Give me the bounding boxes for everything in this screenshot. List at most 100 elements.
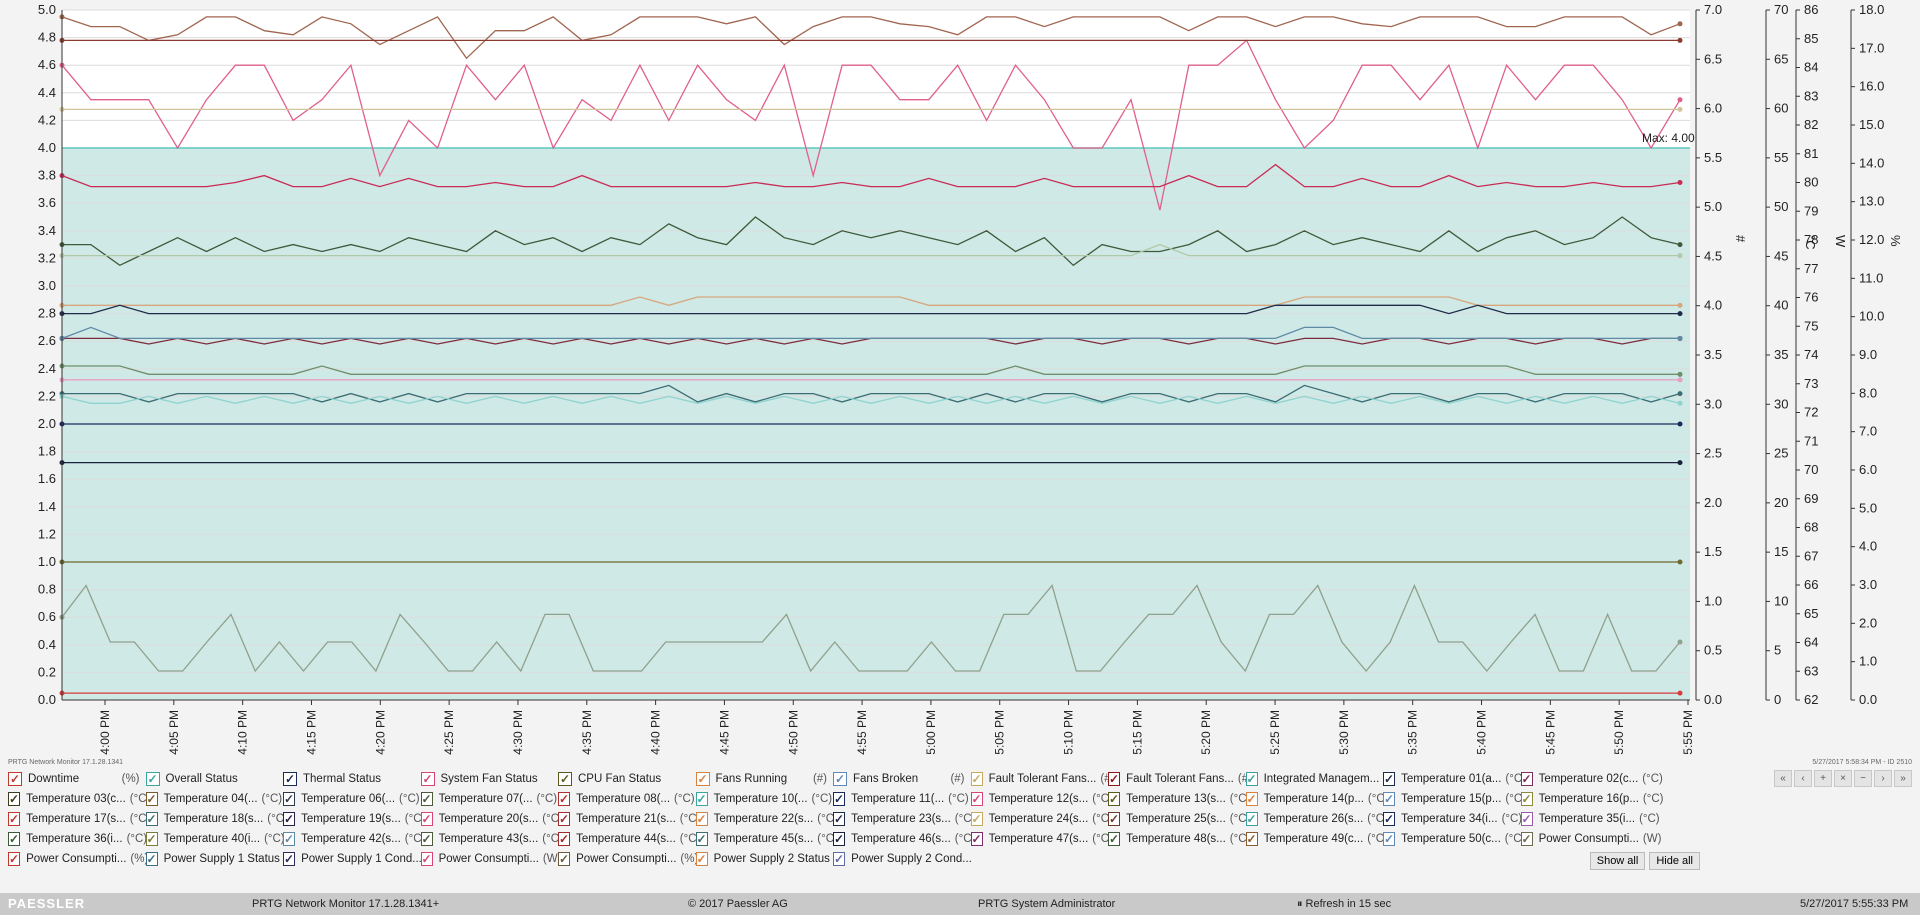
legend-item[interactable]: ✓ Temperature 24(s... (°C) [970,810,1113,828]
legend-checkbox[interactable]: ✓ [1245,772,1258,786]
legend-item[interactable]: ✓ Power Supply 1 Status [145,850,280,868]
legend-checkbox[interactable]: ✓ [8,792,21,806]
legend-checkbox[interactable]: ✓ [833,852,846,866]
legend-item[interactable]: ✓ Thermal Status [283,770,415,788]
zoom-button[interactable]: › [1874,770,1892,787]
zoom-button[interactable]: « [1774,770,1792,787]
legend-checkbox[interactable]: ✓ [695,772,710,786]
legend-checkbox[interactable]: ✓ [8,812,21,826]
legend-checkbox[interactable]: ✓ [283,812,296,826]
legend-checkbox[interactable]: ✓ [695,812,708,826]
legend-item[interactable]: ✓ Temperature 21(s... (°C) [558,810,700,828]
legend-item[interactable]: ✓ CPU Fan Status [558,770,690,788]
legend-checkbox[interactable]: ✓ [1383,832,1396,846]
legend-checkbox[interactable]: ✓ [420,772,435,786]
legend-checkbox[interactable]: ✓ [970,772,983,786]
zoom-button[interactable]: » [1894,770,1912,787]
legend-item[interactable]: ✓ Power Consumpti... (W) [1520,830,1661,848]
legend-checkbox[interactable]: ✓ [1520,772,1533,786]
legend-item[interactable]: ✓ Temperature 01(a... (°C) [1383,770,1526,788]
legend-checkbox[interactable]: ✓ [283,772,297,786]
legend-item[interactable]: ✓ Temperature 03(c... (°C) [8,790,150,808]
legend-item[interactable]: ✓ Power Consumpti... (W) [420,850,561,868]
legend-item[interactable]: ✓ Temperature 20(s... (°C) [420,810,563,828]
legend-checkbox[interactable]: ✓ [1108,792,1121,806]
legend-item[interactable]: ✓ Temperature 23(s... (°C) [833,810,975,828]
legend-item[interactable]: ✓ Temperature 14(p... (°C) [1245,790,1389,808]
legend-item[interactable]: ✓ Temperature 45(s... (°C) [695,830,838,848]
legend-item[interactable]: ✓ Temperature 25(s... (°C) [1108,810,1250,828]
legend-checkbox[interactable]: ✓ [283,792,296,806]
legend-checkbox[interactable]: ✓ [8,852,21,866]
legend-item[interactable]: ✓ Temperature 13(s... (°C) [1108,790,1250,808]
legend-item[interactable]: ✓ Temperature 12(s... (°C) [970,790,1113,808]
legend-checkbox[interactable]: ✓ [695,792,708,806]
legend-checkbox[interactable]: ✓ [420,832,433,846]
legend-checkbox[interactable]: ✓ [1383,812,1396,826]
legend-item[interactable]: ✓ Temperature 49(c... (°C) [1245,830,1388,848]
legend-item[interactable]: ✓ Temperature 50(c... (°C) [1383,830,1525,848]
legend-checkbox[interactable]: ✓ [1520,832,1533,846]
legend-item[interactable]: ✓ Fans Running (#) [695,770,827,788]
legend-checkbox[interactable]: ✓ [420,812,433,826]
legend-item[interactable]: ✓Fault Tolerant Fans...(#) [970,770,1114,788]
legend-checkbox[interactable]: ✓ [8,832,21,846]
legend-item[interactable]: ✓ Downtime (%) [8,770,140,788]
legend-checkbox[interactable]: ✓ [420,852,433,866]
legend-checkbox[interactable]: ✓ [1245,832,1258,846]
legend-checkbox[interactable]: ✓ [558,792,571,806]
legend-item[interactable]: ✓ Power Consumpti... (%) [558,850,698,868]
legend-checkbox[interactable]: ✓ [558,852,571,866]
legend-item[interactable]: ✓ Overall Status [145,770,278,788]
zoom-button[interactable]: + [1814,770,1832,787]
legend-item[interactable]: ✓ Temperature 17(s... (°C) [8,810,150,828]
legend-item[interactable]: ✓ Temperature 19(s... (°C) [283,810,425,828]
legend-item[interactable]: ✓ Temperature 26(s... (°C) [1245,810,1388,828]
legend-item[interactable]: ✓ Power Supply 1 Cond... [283,850,422,868]
legend-checkbox[interactable]: ✓ [695,832,708,846]
legend-item[interactable]: ✓ Integrated Managem... [1245,770,1379,788]
legend-checkbox[interactable]: ✓ [970,832,983,846]
legend-item[interactable]: ✓ Temperature 02(c... (°C) [1520,770,1663,788]
legend-item[interactable]: ✓ Temperature 15(p... (°C) [1383,790,1526,808]
legend-item[interactable]: ✓ Temperature 08(... (°C) [558,790,695,808]
legend-checkbox[interactable]: ✓ [1108,832,1121,846]
legend-item[interactable]: ✓Fault Tolerant Fans...(#) [1108,770,1252,788]
zoom-button[interactable]: × [1834,770,1852,787]
legend-checkbox[interactable]: ✓ [8,772,22,786]
legend-checkbox[interactable]: ✓ [420,792,433,806]
legend-item[interactable]: ✓ Temperature 48(s... (°C) [1108,830,1250,848]
legend-item[interactable]: ✓ Temperature 04(... (°C) [145,790,282,808]
legend-item[interactable]: ✓ Temperature 36(i... (°C) [8,830,147,848]
legend-checkbox[interactable]: ✓ [1520,812,1533,826]
legend-item[interactable]: ✓ Temperature 46(s... (°C) [833,830,975,848]
legend-checkbox[interactable]: ✓ [1108,772,1121,786]
legend-item[interactable]: ✓ Power Consumpti... (%) [8,850,148,868]
legend-checkbox[interactable]: ✓ [1245,792,1258,806]
legend-item[interactable]: ✓ Fans Broken (#) [833,770,965,788]
legend-checkbox[interactable]: ✓ [1383,772,1396,786]
legend-checkbox[interactable]: ✓ [833,772,847,786]
legend-checkbox[interactable]: ✓ [558,832,571,846]
legend-item[interactable]: ✓ Temperature 40(i... (°C) [145,830,285,848]
footer-user[interactable]: PRTG System Administrator [978,898,1116,910]
hide-all-button[interactable]: Hide all [1649,852,1700,870]
legend-checkbox[interactable]: ✓ [145,832,158,846]
legend-item[interactable]: ✓ Temperature 22(s... (°C) [695,810,838,828]
legend-item[interactable]: ✓ Temperature 06(... (°C) [283,790,420,808]
legend-checkbox[interactable]: ✓ [695,852,708,866]
legend-item[interactable]: ✓ Temperature 43(s... (°C) [420,830,563,848]
legend-item[interactable]: ✓ Temperature 35(i... (°C) [1520,810,1660,828]
legend-checkbox[interactable]: ✓ [970,812,983,826]
zoom-button[interactable]: − [1854,770,1872,787]
legend-item[interactable]: ✓ Temperature 42(s... (°C) [283,830,425,848]
legend-item[interactable]: ✓ System Fan Status [420,770,553,788]
legend-item[interactable]: ✓ Temperature 44(s... (°C) [558,830,700,848]
legend-checkbox[interactable]: ✓ [1383,792,1396,806]
legend-item[interactable]: ✓ Temperature 47(s... (°C) [970,830,1113,848]
legend-item[interactable]: ✓ Temperature 10(... (°C) [695,790,832,808]
legend-checkbox[interactable]: ✓ [283,832,296,846]
legend-checkbox[interactable]: ✓ [1245,812,1258,826]
legend-item[interactable]: ✓ Temperature 18(s... (°C) [145,810,288,828]
legend-checkbox[interactable]: ✓ [145,772,160,786]
